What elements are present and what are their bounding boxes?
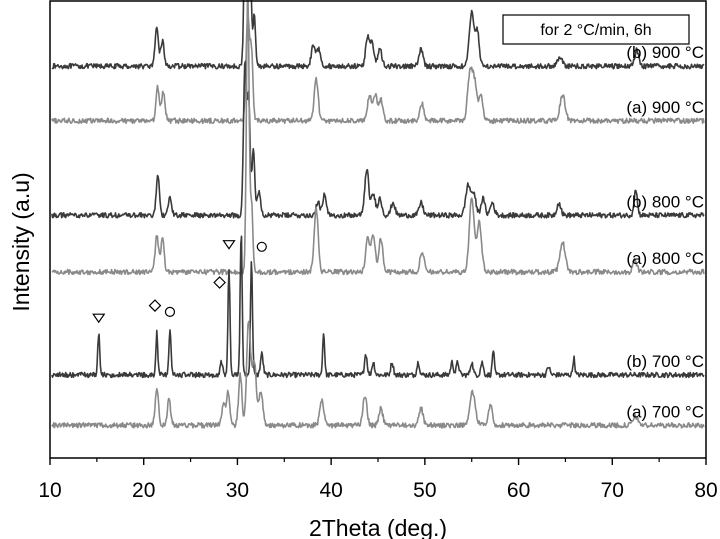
x-tick-label-60: 60 (507, 479, 530, 502)
x-tick-label-30: 30 (226, 479, 249, 502)
marker-circle-3 (164, 306, 176, 317)
x-tick-label-80: 80 (694, 479, 717, 502)
x-tick-label-50: 50 (413, 479, 436, 502)
trace-label-1: (b) 900 °C (626, 43, 704, 62)
x-axis-ticks (49, 458, 707, 465)
trace-labels: (b) 900 °C (a) 900 °C (b) 800 °C (a) 800 °C… (626, 43, 704, 421)
trace-label-4: (a) 800 °C (626, 249, 704, 268)
trace-3 (51, 60, 705, 219)
trace-5 (51, 235, 705, 379)
trace-2 (51, 14, 705, 125)
marker-circle-6 (256, 241, 267, 252)
annotation-box: for 2 °C/min, 6h (502, 14, 690, 45)
trace-label-3: (b) 800 °C (626, 192, 704, 211)
marker-diamond-4 (213, 276, 226, 289)
xrd-traces (51, 0, 705, 429)
annotation-text: for 2 °C/min, 6h (540, 22, 651, 39)
marker-diamond-2 (148, 299, 162, 312)
x-axis-title: 2Theta (deg.) (309, 515, 447, 539)
annotation-frame (502, 14, 690, 45)
x-tick-label-70: 70 (601, 479, 624, 502)
y-axis-title: Intensity (a.u) (8, 172, 34, 311)
marker-triangle-1 (92, 313, 106, 324)
plot-frame (49, 0, 707, 459)
trace-6 (51, 320, 705, 429)
marker-triangle-5 (222, 240, 236, 250)
trace-1 (51, 0, 705, 70)
trace-label-6: (a) 700 °C (626, 402, 704, 421)
trace-label-2: (a) 900 °C (626, 98, 704, 117)
x-tick-label-20: 20 (132, 479, 155, 502)
x-axis-tick-labels: 10 20 30 40 50 60 70 80 (38, 479, 717, 502)
trace-4 (51, 0, 705, 276)
x-tick-label-10: 10 (38, 479, 61, 502)
phase-markers (92, 240, 267, 324)
x-tick-label-40: 40 (319, 479, 342, 502)
trace-label-5: (b) 700 °C (626, 352, 704, 371)
